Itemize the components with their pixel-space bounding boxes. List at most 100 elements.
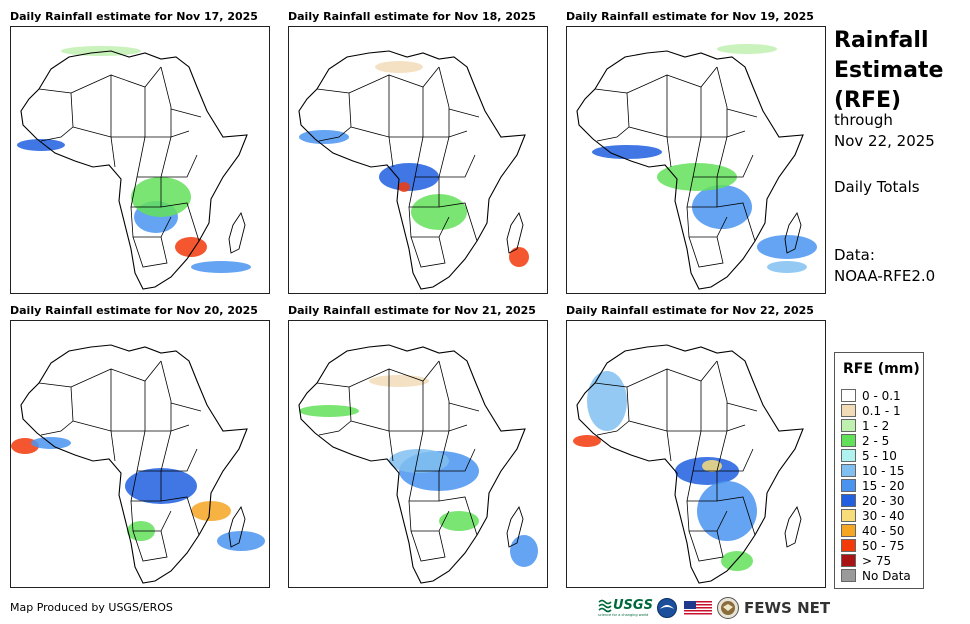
legend-swatch xyxy=(841,479,856,492)
rainfall-area xyxy=(721,551,753,571)
country-border xyxy=(686,500,728,532)
eagle-seal-icon xyxy=(717,597,739,619)
legend-item: No Data xyxy=(841,569,911,584)
rainfall-area xyxy=(175,237,207,257)
country-border xyxy=(686,470,718,502)
rainfall-layer xyxy=(299,61,529,267)
map-frame xyxy=(288,26,548,294)
panel-title: Daily Rainfall estimate for Nov 19, 2025 xyxy=(566,10,814,23)
noaa-logo xyxy=(657,598,677,618)
map-frame xyxy=(566,26,826,294)
country-border xyxy=(38,382,74,422)
rainfall-area xyxy=(439,511,479,531)
africa-map xyxy=(11,344,265,584)
panel-title: Daily Rainfall estimate for Nov 21, 2025 xyxy=(288,304,536,317)
rainfall-area xyxy=(375,61,423,73)
legend-swatch xyxy=(841,524,856,537)
country-border xyxy=(160,496,200,536)
country-border xyxy=(130,470,162,502)
legend-label: 10 - 15 xyxy=(862,464,905,478)
country-border xyxy=(136,136,172,178)
rainfall-layer xyxy=(11,437,265,551)
country-border xyxy=(132,530,168,562)
country-borders xyxy=(594,360,758,562)
madagascar-outline xyxy=(506,505,524,548)
legend-swatch xyxy=(841,449,856,462)
legend-item: 10 - 15 xyxy=(841,464,905,479)
country-borders xyxy=(316,66,480,268)
panel-title: Daily Rainfall estimate for Nov 17, 2025 xyxy=(10,10,258,23)
panel-title: Daily Rainfall estimate for Nov 18, 2025 xyxy=(288,10,536,23)
map-frame xyxy=(566,320,826,588)
country-border xyxy=(414,136,450,178)
us-flag-logo xyxy=(684,601,712,616)
country-border xyxy=(666,66,718,88)
usgs-wave-icon xyxy=(598,599,612,613)
rainfall-area xyxy=(398,182,410,192)
continent-outline xyxy=(20,344,248,584)
country-border xyxy=(160,202,200,242)
country-border xyxy=(408,176,440,208)
legend-label: 50 - 75 xyxy=(862,539,905,553)
country-border xyxy=(170,108,202,118)
country-border xyxy=(688,236,724,268)
map-panel-4: Daily Rainfall estimate for Nov 20, 2025 xyxy=(10,304,270,588)
country-border xyxy=(448,402,480,412)
legend-label: > 75 xyxy=(862,554,892,568)
country-border xyxy=(388,430,394,462)
usgs-logo: USGS science for a changing world xyxy=(598,598,653,620)
madagascar-outline xyxy=(228,505,246,548)
rainfall-area xyxy=(587,371,627,431)
heading-line-3: (RFE) xyxy=(834,88,902,113)
legend-swatch xyxy=(841,569,856,582)
legend-label: 2 - 5 xyxy=(862,434,890,448)
map-heading: Rainfall Estimate (RFE) xyxy=(834,26,943,116)
data-label: Data: xyxy=(834,246,875,264)
country-border xyxy=(628,126,746,138)
legend-label: 20 - 30 xyxy=(862,494,905,508)
country-border xyxy=(438,496,478,536)
through-label: through xyxy=(834,111,893,129)
country-border xyxy=(388,136,394,168)
legend-swatch xyxy=(841,539,856,552)
country-border xyxy=(160,360,172,431)
country-border xyxy=(716,360,728,431)
country-border xyxy=(717,154,754,178)
madagascar-outline xyxy=(228,211,246,254)
map-credit: Map Produced by USGS/EROS xyxy=(10,601,173,614)
country-border xyxy=(439,154,476,178)
legend-item: 0.1 - 1 xyxy=(841,404,901,419)
legend-item: 0 - 0.1 xyxy=(841,389,901,404)
country-border xyxy=(132,236,168,268)
rainfall-area xyxy=(692,185,752,229)
rainfall-area xyxy=(389,449,449,473)
africa-map xyxy=(573,344,804,584)
africa-map xyxy=(298,344,538,584)
data-source: NOAA-RFE2.0 xyxy=(834,267,936,285)
legend-item: 30 - 40 xyxy=(841,509,905,524)
country-border xyxy=(596,126,630,142)
map-panel-6: Daily Rainfall estimate for Nov 22, 2025 xyxy=(566,304,826,588)
rainfall-area xyxy=(17,139,65,151)
legend-item: 5 - 10 xyxy=(841,449,897,464)
country-border xyxy=(38,88,74,128)
country-border xyxy=(130,176,162,208)
legend-swatch xyxy=(841,434,856,447)
rainfall-area xyxy=(509,247,529,267)
legend-label: 40 - 50 xyxy=(862,524,905,538)
rainfall-area xyxy=(592,145,662,159)
country-border xyxy=(686,206,728,238)
africa-map xyxy=(17,46,251,290)
rainfall-area xyxy=(510,535,538,567)
legend-label: 30 - 40 xyxy=(862,509,905,523)
madagascar-outline xyxy=(784,505,802,548)
legend-label: 5 - 10 xyxy=(862,449,897,463)
map-frame xyxy=(10,26,270,294)
country-border xyxy=(726,108,758,118)
country-border xyxy=(596,420,630,436)
legend-item: > 75 xyxy=(841,554,891,569)
africa-map xyxy=(576,44,817,290)
rainfall-area xyxy=(369,375,429,387)
madagascar-outline xyxy=(784,211,802,254)
